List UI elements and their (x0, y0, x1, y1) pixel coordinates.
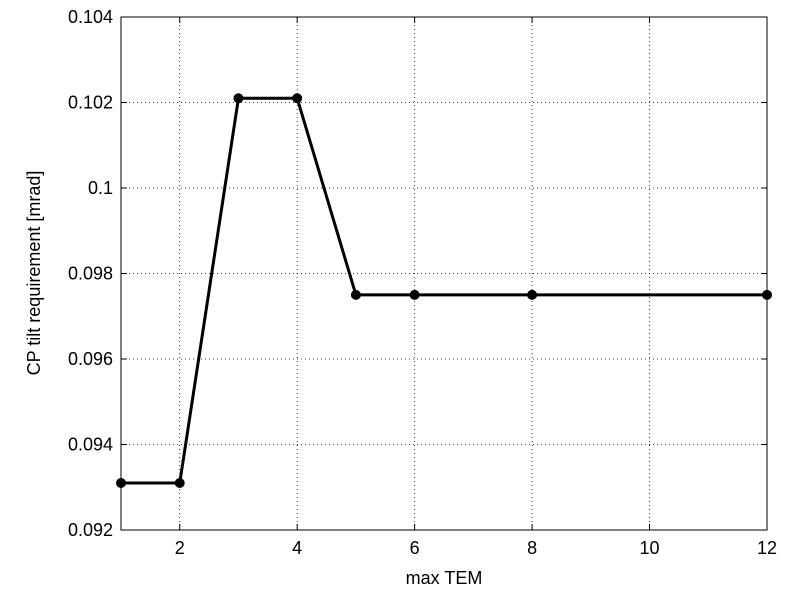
series-line (121, 96, 767, 485)
x-tick-label: 4 (292, 538, 302, 558)
y-tick-label: 0.102 (68, 93, 113, 113)
y-tick-label: 0.096 (68, 349, 113, 369)
x-axis-title: max TEM (406, 568, 483, 588)
data-point-marker (292, 93, 303, 104)
y-axis-title: CP tilt requirement [mrad] (24, 171, 44, 376)
y-tick-label: 0.098 (68, 264, 113, 284)
x-tick-label: 2 (175, 538, 185, 558)
x-tick-label: 6 (410, 538, 420, 558)
data-point-marker (233, 93, 244, 104)
data-point-marker (174, 477, 185, 488)
y-tick-label: 0.094 (68, 435, 113, 455)
series (116, 93, 772, 488)
data-point-marker (409, 289, 420, 300)
x-tick-label: 8 (527, 538, 537, 558)
axis-ticks: 2 4 6 8 10 12 0.092 0.094 0.096 0.098 0.1 0.102 0.10… (68, 7, 777, 558)
data-point-marker (762, 289, 772, 300)
data-point-marker (350, 289, 361, 300)
grid (121, 17, 767, 530)
y-tick-label: 0.1 (88, 178, 113, 198)
data-point-marker (116, 477, 126, 488)
x-tick-label: 10 (640, 538, 660, 558)
data-point-marker (527, 289, 538, 300)
x-tick-label: 12 (757, 538, 777, 558)
y-tick-label: 0.104 (68, 7, 113, 27)
y-tick-label: 0.092 (68, 520, 113, 540)
